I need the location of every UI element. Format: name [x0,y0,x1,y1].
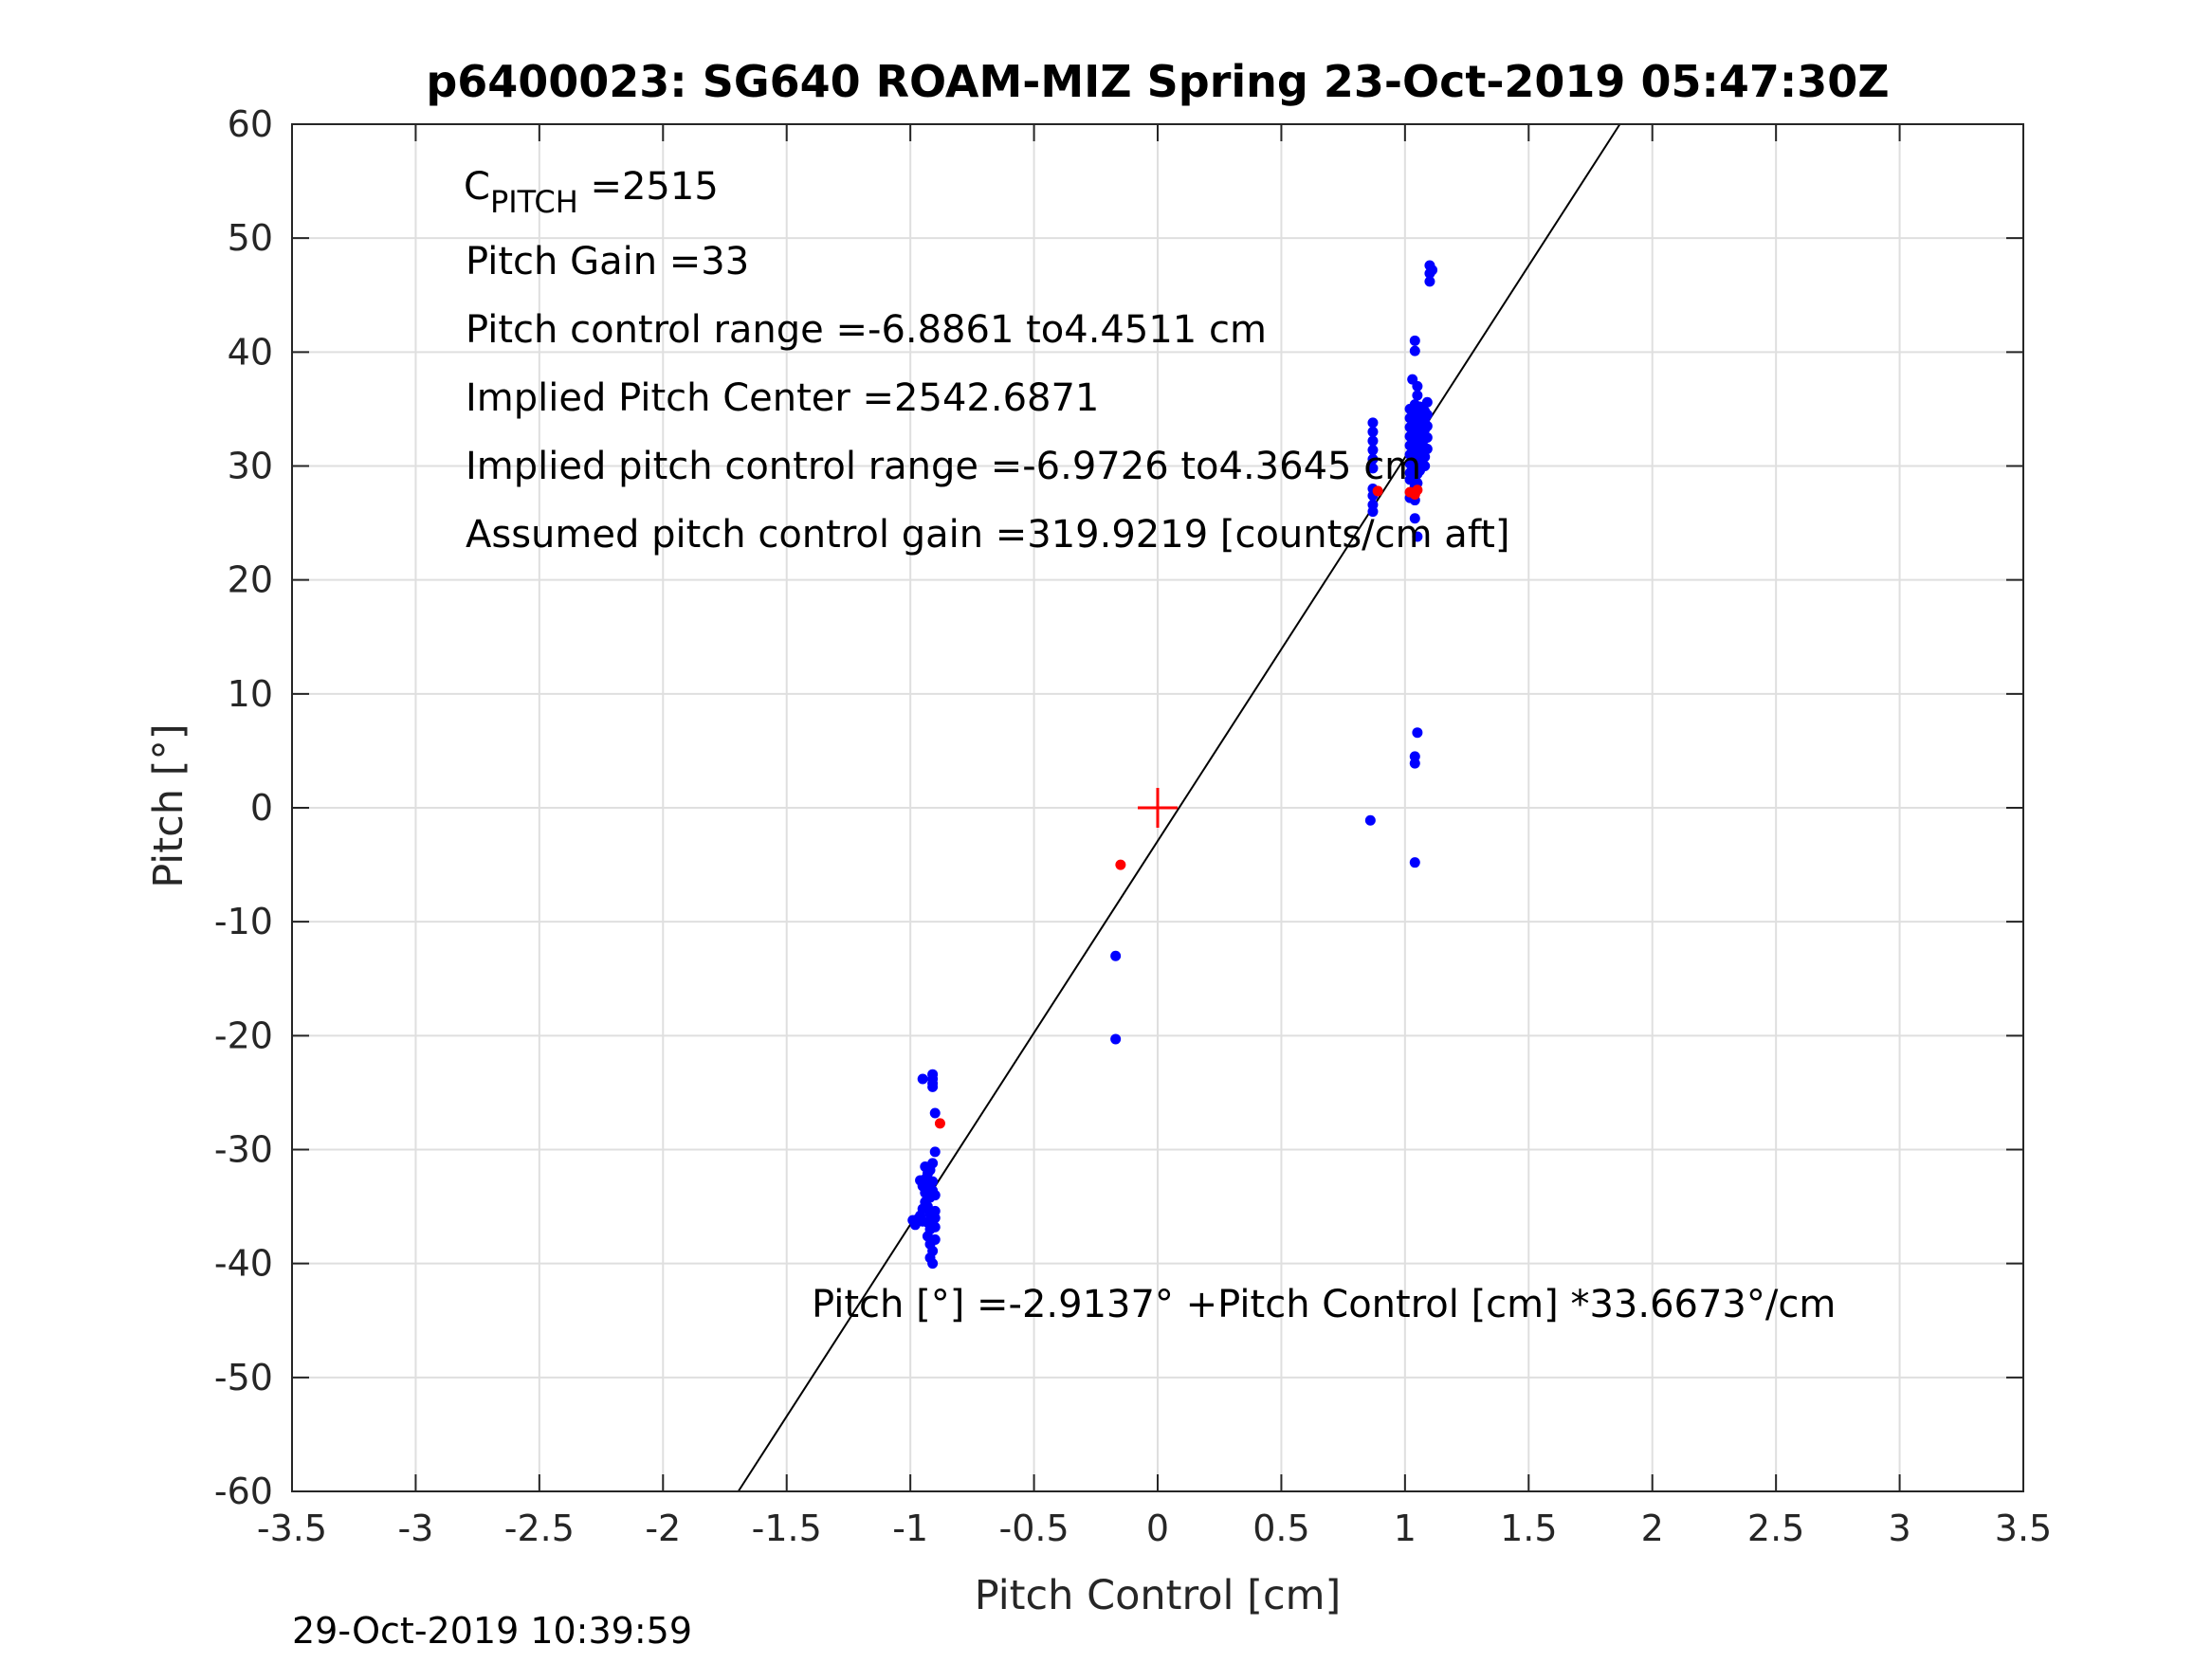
fit-line-layer [737,123,1621,1492]
data-point [927,1081,939,1092]
data-point [1419,461,1431,471]
data-point [1367,453,1379,465]
x-tick-label: -3.5 [257,1508,327,1549]
x-tick-label: -2 [645,1508,681,1549]
annotation-fit-equation: Pitch [°] =-2.9137° +Pitch Control [cm] … [812,1283,1836,1326]
rejected-point [1115,859,1126,870]
y-tick-label: 40 [228,331,273,373]
fit-line [737,123,1621,1492]
data-point [1409,513,1420,524]
data-point [929,1221,941,1233]
data-point [1110,950,1122,961]
data-point [1419,451,1431,463]
chart-title: p6400023: SG640 ROAM-MIZ Spring 23-Oct-2… [426,56,1889,107]
data-point [927,1176,939,1187]
data-point [1367,463,1379,474]
rejected-point [934,1118,945,1129]
annotation-implied-pitch-center: Implied Pitch Center =2542.6871 [466,376,1099,420]
x-tick-label: 1.5 [1500,1508,1557,1549]
y-tick-label: -30 [214,1129,273,1171]
x-tick-label: 2.5 [1747,1508,1804,1549]
x-tick-label: 2 [1641,1508,1664,1549]
x-tick-label: -0.5 [998,1508,1069,1549]
grid [291,123,2024,1492]
data-point [1421,396,1433,408]
y-axis-label: Pitch [°] [145,723,192,887]
x-tick-label: 0 [1146,1508,1169,1549]
y-tick-labels: -60 -50 -40 -30 -20 -10 0 10 20 30 40 50 60 [214,103,273,1512]
data-point [929,1146,941,1158]
data-point [1367,445,1379,456]
data-point [1412,380,1423,392]
data-point [1367,426,1379,437]
annotation-c-pitch: CPITCH =2515 [464,165,719,220]
y-tick-label: 20 [228,559,273,601]
rejected-point [1372,485,1383,497]
y-tick-label: -20 [214,1014,273,1056]
data-point [1409,857,1420,868]
data-point [1409,345,1420,356]
data-point [1409,335,1420,346]
axes-frame [291,123,2024,1492]
data-point [929,1213,941,1224]
data-point [915,1175,926,1186]
timestamp: 29-Oct-2019 10:39:59 [292,1610,692,1652]
data-point [1367,506,1379,518]
x-tick-label: -1.5 [752,1508,822,1549]
data-point [1110,1033,1122,1045]
data-point [920,1161,931,1173]
data-point [1412,531,1423,542]
x-tick-label: -2.5 [504,1508,575,1549]
x-tick-label: 0.5 [1252,1508,1309,1549]
data-point [907,1215,919,1226]
y-tick-label: -10 [214,901,273,942]
y-tick-label: 50 [228,217,273,259]
y-tick-label: 60 [228,103,273,145]
x-tick-label: 3 [1888,1508,1910,1549]
c-pitch-symbol: C [464,165,490,209]
annotation-implied-pitch-control-range: Implied pitch control range =-6.9726 to4… [466,445,1421,488]
y-tick-label: 10 [228,673,273,715]
data-point [1412,390,1423,401]
x-tick-label: 3.5 [1995,1508,2052,1549]
x-tick-label: -1 [892,1508,928,1549]
x-axis-label: Pitch Control [cm] [975,1572,1342,1619]
data-point [929,1234,941,1245]
data-point [1421,431,1433,443]
y-tick-label: -50 [214,1357,273,1398]
data-point [1421,420,1433,431]
data-point [1412,727,1423,739]
data-point [927,1185,939,1197]
data-point [1364,814,1376,826]
data-point [1421,409,1433,420]
y-tick-label: -60 [214,1471,273,1512]
y-tick-label: -40 [214,1243,273,1285]
rejected-point [1412,484,1423,496]
center-marker-layer [1138,788,1178,828]
y-tick-label: 30 [228,446,273,487]
data-point [1427,265,1438,276]
data-point [1367,435,1379,447]
data-points [907,260,1438,1270]
data-point [917,1073,928,1085]
c-pitch-subscript: PITCH [490,184,578,220]
annotation-assumed-gain: Assumed pitch control gain =319.9219 [co… [466,513,1509,557]
c-pitch-value: =2515 [578,165,719,209]
plot-area-border [291,123,2024,1492]
annotation-pitch-control-range: Pitch control range =-6.8861 to4.4511 cm [466,308,1267,352]
data-point [927,1258,939,1270]
x-tick-label: 1 [1394,1508,1417,1549]
annotation-pitch-gain: Pitch Gain =33 [466,240,749,283]
data-point [1409,758,1420,769]
y-tick-label: 0 [250,787,273,829]
data-point [1367,417,1379,429]
data-point [1421,443,1433,454]
x-tick-label: -3 [397,1508,433,1549]
data-point [1424,276,1435,287]
x-tick-labels: -3.5 -3 -2.5 -2 -1.5 -1 -0.5 0 0.5 1 1.5 2 2.5 3 3.5 [257,1508,2052,1549]
data-point [929,1107,941,1119]
